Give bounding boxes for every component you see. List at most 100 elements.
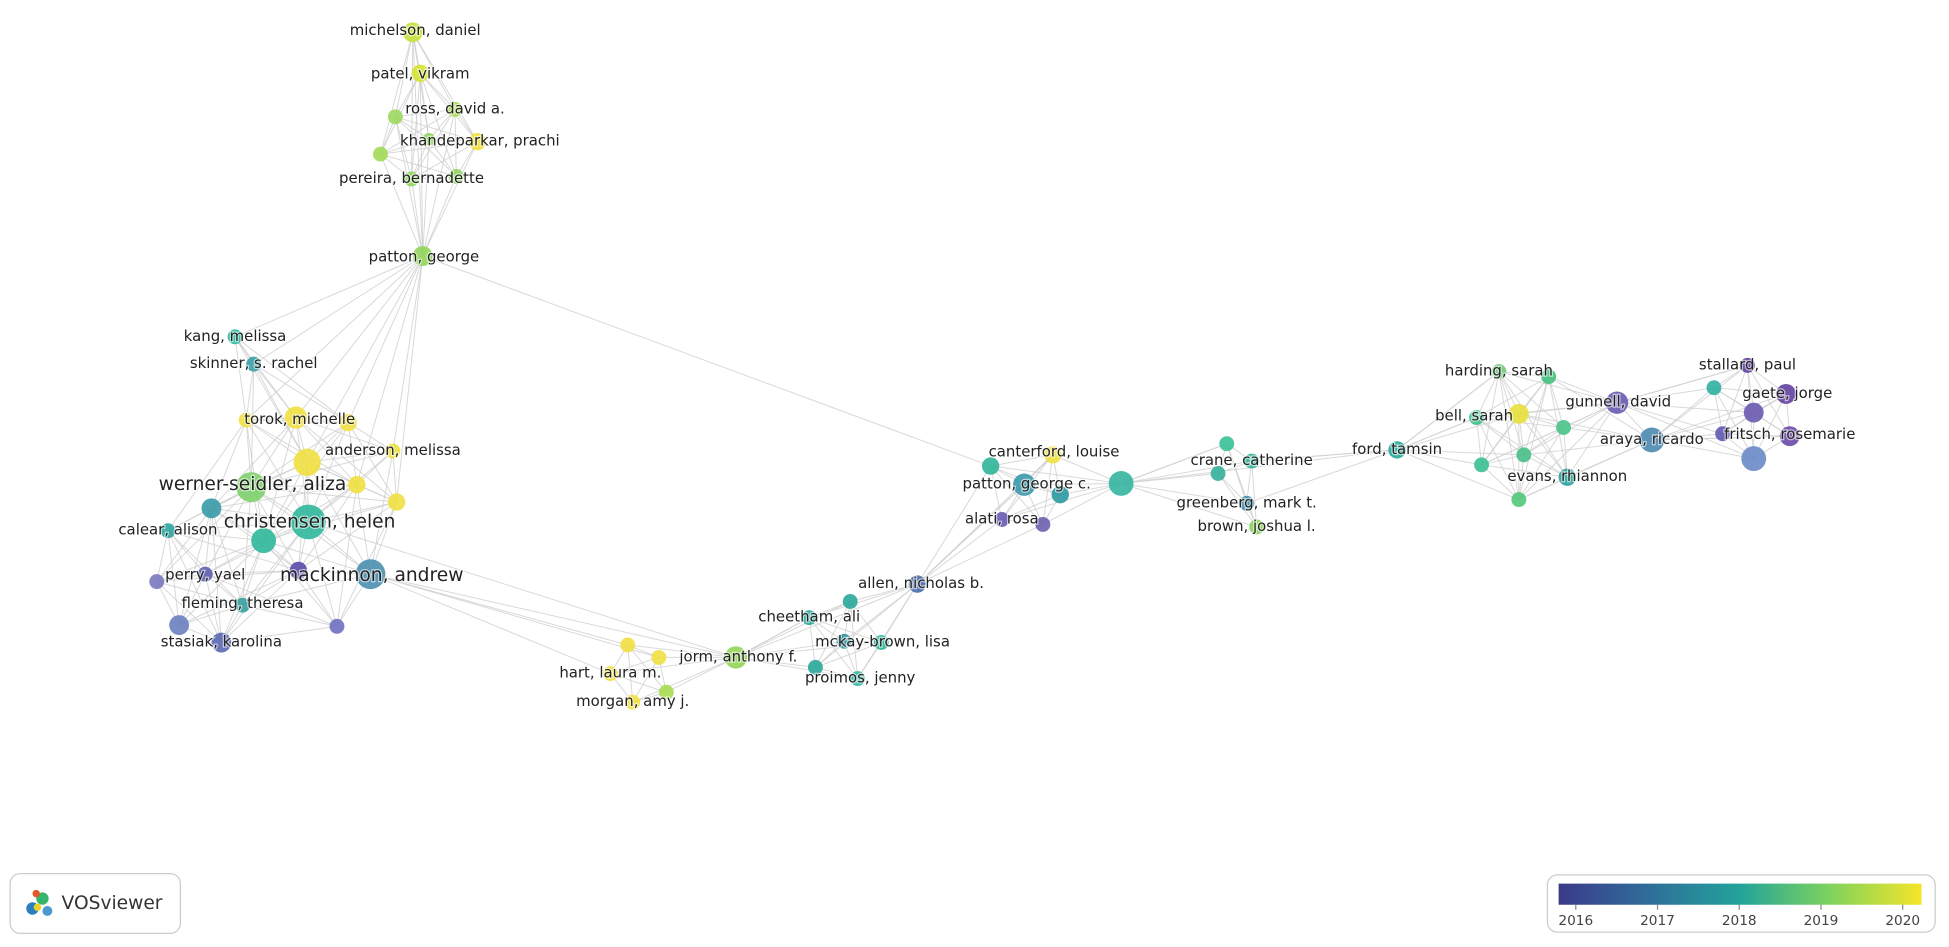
- node: [1491, 364, 1507, 380]
- node: [625, 694, 641, 710]
- edge: [916, 465, 992, 585]
- node-label: anderson, melissa: [325, 441, 461, 459]
- edge: [394, 116, 413, 180]
- edge: [1481, 464, 1520, 500]
- node: [197, 566, 213, 582]
- edge: [394, 32, 414, 117]
- edge: [1563, 427, 1652, 441]
- edge: [815, 642, 882, 668]
- edge: [1523, 427, 1564, 456]
- edge: [379, 153, 424, 257]
- legend-tick-label: 2016: [1558, 913, 1593, 929]
- node: [238, 412, 254, 428]
- edge: [419, 73, 424, 257]
- node: [1244, 453, 1260, 469]
- edge: [1722, 433, 1790, 437]
- node-label: ross, david a.: [405, 99, 505, 117]
- node: [169, 615, 190, 636]
- edge: [1651, 393, 1787, 441]
- node-label: patel, vikram: [371, 65, 470, 83]
- node: [1779, 426, 1800, 447]
- node-label: skinner, s. rachel: [190, 354, 318, 372]
- edge: [1481, 413, 1520, 466]
- node: [1715, 426, 1731, 442]
- edge: [1397, 449, 1524, 456]
- edge: [809, 617, 882, 643]
- edge: [245, 419, 309, 523]
- node: [246, 356, 262, 372]
- node: [602, 666, 618, 682]
- edge: [735, 640, 845, 658]
- edge: [610, 656, 659, 675]
- edge: [253, 255, 423, 365]
- edge: [1548, 376, 1618, 404]
- color-legend: 2016 2017 2018 2019 2020: [1546, 874, 1936, 933]
- node-label: fritsch, rosemarie: [1724, 425, 1855, 443]
- edge: [221, 625, 338, 644]
- node: [236, 472, 267, 503]
- edge: [1518, 476, 1568, 501]
- edge: [1518, 402, 1618, 415]
- logo-box[interactable]: VOSviewer: [9, 873, 181, 934]
- edge: [204, 574, 222, 643]
- edge: [242, 573, 371, 606]
- edge: [178, 604, 243, 626]
- edge: [245, 255, 424, 421]
- edge: [422, 109, 456, 257]
- edge: [167, 419, 247, 531]
- node: [293, 448, 321, 476]
- edge: [242, 570, 299, 606]
- edge: [412, 32, 478, 142]
- edge: [356, 484, 371, 575]
- edge: [253, 363, 349, 423]
- node: [1706, 380, 1722, 396]
- edge: [1518, 427, 1565, 500]
- edge: [422, 255, 991, 467]
- color-bar: [1558, 883, 1922, 905]
- edge: [917, 519, 1003, 585]
- edge: [356, 255, 424, 485]
- node: [658, 684, 674, 700]
- edge: [370, 573, 611, 675]
- edge: [1120, 443, 1227, 484]
- labels: michelson, daniel patel, vikram ross, davi…: [117, 20, 1856, 712]
- edge: [815, 583, 918, 668]
- node: [1605, 391, 1629, 414]
- node: [412, 246, 433, 266]
- edge: [627, 644, 736, 658]
- edge: [1651, 412, 1754, 441]
- node: [1219, 436, 1235, 452]
- edge: [1722, 365, 1748, 434]
- edge: [295, 417, 394, 452]
- node-label: crane, catherine: [1191, 451, 1313, 469]
- node: [372, 146, 388, 162]
- edge: [167, 530, 180, 626]
- edge: [263, 462, 308, 541]
- edge: [234, 255, 423, 338]
- edge: [1518, 376, 1550, 500]
- edge: [454, 109, 457, 177]
- node-label: morgan, amy j.: [576, 692, 689, 710]
- edge: [394, 116, 424, 257]
- node: [290, 504, 326, 540]
- node-label: fleming, theresa: [182, 594, 304, 612]
- edge: [211, 484, 357, 509]
- node-label: alati, rosa: [965, 509, 1039, 527]
- edge: [411, 109, 456, 180]
- edge: [990, 465, 1122, 484]
- edge: [298, 570, 338, 627]
- edge: [204, 508, 212, 575]
- edge: [632, 656, 737, 703]
- edge: [1518, 454, 1525, 500]
- node: [1035, 516, 1051, 532]
- node-label: michelson, daniel: [350, 21, 481, 39]
- node: [1508, 403, 1529, 424]
- edge: [253, 363, 308, 463]
- node: [289, 561, 308, 580]
- edge: [1251, 449, 1398, 462]
- edge: [220, 521, 309, 643]
- node: [422, 132, 436, 146]
- node-label: torok, michelle: [244, 410, 355, 428]
- node: [994, 512, 1010, 527]
- edge: [1616, 402, 1723, 435]
